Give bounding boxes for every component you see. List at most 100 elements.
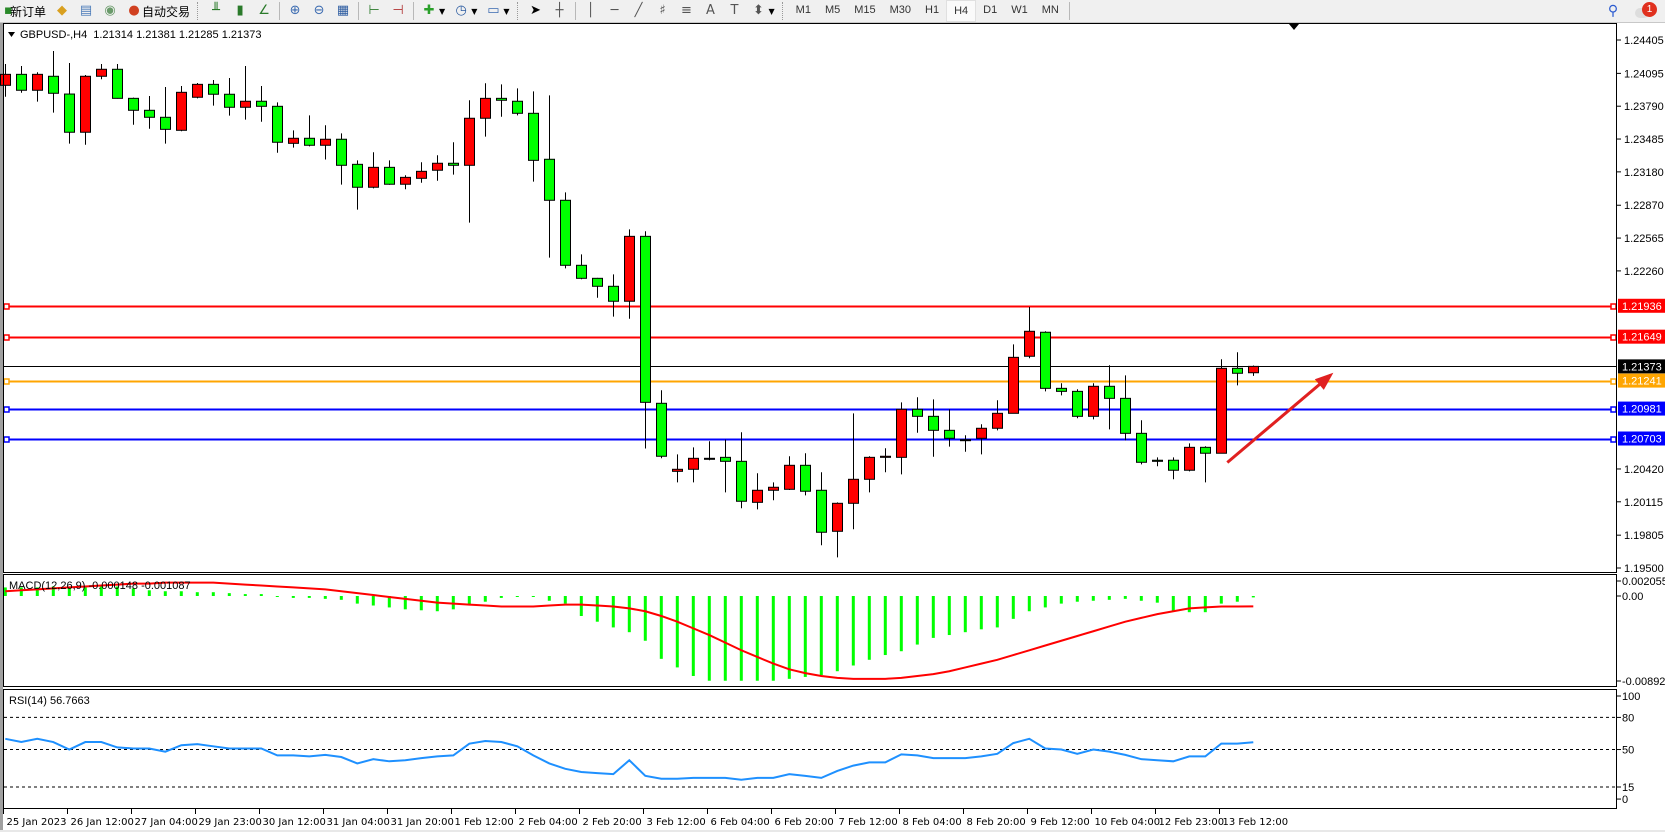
- chart-shift-button[interactable]: ⊢: [362, 1, 386, 21]
- candle-body: [1056, 387, 1067, 392]
- candle: [272, 102, 283, 153]
- candle: [880, 448, 891, 473]
- candle-body: [448, 162, 459, 166]
- toolbar-grip[interactable]: [197, 2, 201, 20]
- bar-chart-button[interactable]: ╨: [204, 1, 228, 21]
- timeframe-m30[interactable]: M30: [889, 4, 912, 16]
- zoom-out-button[interactable]: ⊖: [307, 1, 331, 21]
- candle: [320, 125, 331, 160]
- rsi-tick-label: 50: [1622, 745, 1634, 757]
- candle-body: [0, 73, 11, 86]
- timeframe-m15[interactable]: M15: [854, 4, 876, 16]
- navigator-button[interactable]: ▤: [74, 1, 98, 21]
- timeframe-h4[interactable]: H4: [946, 0, 977, 22]
- time-axis[interactable]: 25 Jan 2023 26 Jan 12:00 27 Jan 04:00 29 Ja…: [0, 809, 1665, 832]
- macd-tick-label: 0.00: [1622, 591, 1643, 603]
- line-handle-right-icon[interactable]: [1610, 378, 1617, 385]
- macd-histogram-bar: [1155, 596, 1159, 603]
- auto-scroll-button[interactable]: ⊣: [386, 1, 410, 21]
- periods-button[interactable]: ◷ ▼: [449, 1, 481, 21]
- arrow-head-icon[interactable]: [1314, 372, 1334, 390]
- macd-histogram-bar: [99, 586, 103, 596]
- macd-histogram-bar: [659, 596, 663, 659]
- timeframe-m1[interactable]: M1: [795, 4, 811, 16]
- add-indicator-button[interactable]: ✚ ▼: [417, 1, 449, 21]
- candle-body: [400, 176, 411, 185]
- candle: [704, 441, 715, 461]
- toolbar-grip[interactable]: [516, 2, 521, 20]
- notification-button[interactable]: 1: [1635, 2, 1657, 20]
- candle: [640, 231, 651, 449]
- line-handle-left-icon[interactable]: [3, 436, 10, 443]
- time-tick-label: 27 Jan 04:00: [135, 817, 198, 828]
- horizontal-line-button[interactable]: ─: [603, 1, 627, 21]
- line-handle-left-icon[interactable]: [3, 303, 10, 310]
- candle-body: [1024, 330, 1035, 357]
- macd-histogram-bar: [547, 596, 551, 601]
- line-chart-button[interactable]: ∠: [252, 1, 276, 21]
- macd-histogram-bar: [1235, 596, 1239, 602]
- candlestick-button[interactable]: ▮: [228, 1, 252, 21]
- auto-trading-button[interactable]: ● 自动交易: [122, 1, 194, 21]
- macd-histogram-bar: [627, 596, 631, 633]
- signals-icon: ◉: [104, 3, 116, 18]
- text-label-button[interactable]: T: [723, 1, 747, 21]
- search-icon[interactable]: ⚲: [1607, 3, 1619, 19]
- fibonacci-button[interactable]: ≡: [675, 1, 699, 21]
- line-handle-right-icon[interactable]: [1610, 303, 1617, 310]
- candle: [80, 74, 91, 145]
- macd-histogram-bar: [755, 596, 759, 681]
- line-handle-left-icon[interactable]: [3, 334, 10, 341]
- timeframe-d1[interactable]: D1: [983, 4, 998, 16]
- time-tick-label: 3 Feb 12:00: [647, 817, 706, 828]
- trendline-button[interactable]: ╱: [627, 1, 651, 21]
- candle-body: [1088, 385, 1099, 417]
- templates-button[interactable]: ▭ ▼: [481, 1, 513, 21]
- candle: [240, 66, 251, 120]
- rsi-tick-label: 80: [1622, 712, 1634, 724]
- toolbar-grip[interactable]: [781, 2, 786, 20]
- candle: [752, 473, 763, 510]
- window-left-edge: [0, 23, 3, 832]
- line-handle-right-icon[interactable]: [1610, 406, 1617, 413]
- price-axis[interactable]: 1.24405 1.24095 1.23790 1.23485 1.23180 1.228…: [1617, 35, 1665, 806]
- caret-down-icon[interactable]: [8, 32, 15, 37]
- cursor-button[interactable]: ➤: [524, 1, 548, 21]
- candle: [560, 192, 571, 269]
- signals-button[interactable]: ◉: [98, 1, 122, 21]
- zoom-in-button[interactable]: ⊕: [283, 1, 307, 21]
- line-handle-left-icon[interactable]: [3, 406, 10, 413]
- macd-histogram-bar: [515, 596, 519, 597]
- candle-body: [1136, 432, 1147, 463]
- line-handle-right-icon[interactable]: [1610, 436, 1617, 443]
- timeframe-mn[interactable]: MN: [1041, 4, 1059, 16]
- line-handle-right-icon[interactable]: [1610, 334, 1617, 341]
- new-order-button[interactable]: ▪ 新订单: [0, 1, 50, 21]
- macd-histogram-bar: [611, 596, 615, 628]
- timeframe-m5[interactable]: M5: [824, 4, 841, 16]
- line-handle-left-icon[interactable]: [3, 378, 10, 385]
- crosshair-button[interactable]: ┼: [548, 1, 572, 21]
- macd-histogram-bar: [643, 596, 647, 641]
- macd-histogram-bar: [771, 596, 775, 681]
- arrow-shaft[interactable]: [1226, 374, 1332, 464]
- timeframe-w1[interactable]: W1: [1011, 4, 1028, 16]
- chart-window[interactable]: 1.24405 1.24095 1.23790 1.23485 1.23180 1.228…: [0, 23, 1665, 832]
- macd-histogram-bar: [1219, 596, 1223, 604]
- annotation-arrow[interactable]: [1226, 372, 1334, 464]
- macd-tick-label: -0.008927: [1622, 676, 1665, 688]
- chart-background: [0, 23, 1665, 832]
- crosshair-icon: ┼: [555, 3, 564, 18]
- time-tick-label: 8 Feb 04:00: [903, 817, 962, 828]
- arrows-button[interactable]: ⬍ ▼: [747, 1, 779, 21]
- fibonacci-expansion-button[interactable]: ♯: [651, 1, 675, 21]
- timeframe-h1[interactable]: H1: [925, 4, 940, 16]
- market-watch-button[interactable]: ◆: [50, 1, 74, 21]
- price-tag: [1618, 401, 1665, 416]
- tile-windows-button[interactable]: ▦: [331, 1, 355, 21]
- vertical-line-button[interactable]: │: [579, 1, 603, 21]
- chart-shift-marker-icon[interactable]: [1289, 24, 1299, 30]
- candle: [800, 453, 811, 496]
- text-button[interactable]: A: [699, 1, 723, 21]
- macd-histogram-bar: [291, 596, 295, 598]
